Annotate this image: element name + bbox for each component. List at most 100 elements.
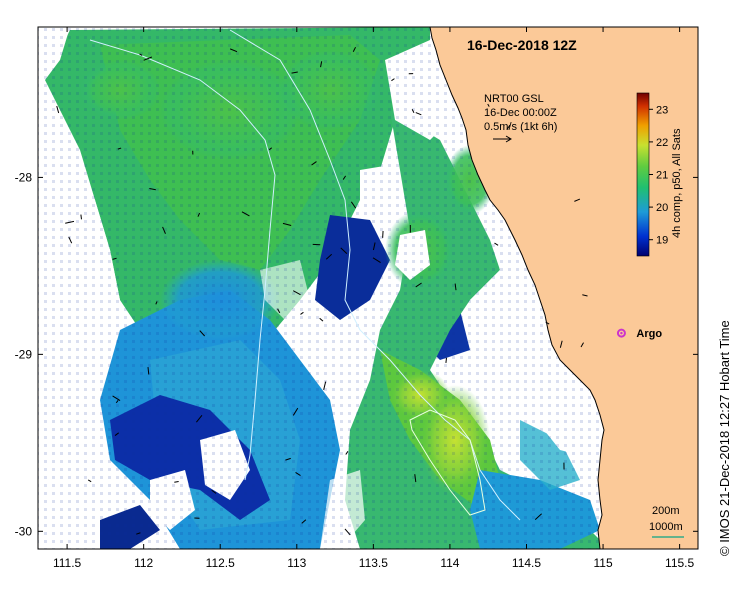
sst-field xyxy=(38,27,638,549)
current-vector xyxy=(229,48,238,53)
current-vector xyxy=(139,53,143,56)
colorbar-ticks: 23 22 21 20 19 xyxy=(649,104,668,247)
current-vector xyxy=(143,56,153,61)
current-vector xyxy=(80,214,82,220)
current-vector xyxy=(487,103,490,107)
argo-float-icon xyxy=(616,328,626,338)
current-vector xyxy=(197,212,201,217)
credit-text: © IMOS 21-Dec-2018 12:27 Hobart Time xyxy=(717,320,732,556)
current-vector xyxy=(415,112,422,116)
current-vector xyxy=(87,479,92,483)
current-vector xyxy=(454,283,457,291)
vector-scale-arrowhead xyxy=(505,135,512,143)
current-vector xyxy=(295,472,301,476)
colorbar-tick-label: 19 xyxy=(656,235,668,247)
current-vector xyxy=(292,407,299,416)
colorbar-label: 4h comp, p50, All Sats xyxy=(671,128,683,238)
current-vector xyxy=(574,198,581,202)
current-vector xyxy=(352,46,356,52)
current-vector xyxy=(323,381,327,391)
x-axis: 111.5 112 112.5 113 113.5 114 114.5 115 115.5 xyxy=(53,27,695,570)
current-vector xyxy=(345,451,349,455)
x-tick-label: 113.5 xyxy=(359,556,388,570)
current-vector xyxy=(174,480,179,483)
current-vectors xyxy=(56,46,588,536)
current-vector xyxy=(147,367,150,375)
current-vector xyxy=(155,301,158,305)
x-tick-label: 111.5 xyxy=(53,556,82,570)
current-vector xyxy=(117,147,122,150)
current-vector xyxy=(65,220,75,224)
argo-marker: Argo xyxy=(616,328,662,340)
current-vector xyxy=(268,147,273,151)
current-vector xyxy=(325,253,333,260)
current-vector xyxy=(391,78,395,82)
current-vector xyxy=(285,457,291,461)
current-vector xyxy=(311,161,317,166)
current-vector xyxy=(545,321,550,325)
current-vector xyxy=(112,257,117,260)
plot-frame xyxy=(37,26,699,550)
current-vector xyxy=(199,330,206,337)
colorbar: 23 22 21 20 19 4h comp, p50, All Sats xyxy=(636,92,683,257)
x-tick-label: 112 xyxy=(134,556,153,570)
x-tick-label: 115 xyxy=(593,556,612,570)
colorbar-gradient xyxy=(636,92,650,257)
current-vector xyxy=(196,415,203,423)
current-vector xyxy=(494,242,499,246)
current-vector xyxy=(411,109,415,114)
current-vector xyxy=(445,357,447,363)
current-vector xyxy=(320,61,323,68)
current-vector xyxy=(300,311,304,315)
argo-label: Argo xyxy=(636,328,662,340)
current-vector xyxy=(114,432,120,436)
current-vector xyxy=(415,282,422,288)
map-title: 16-Dec-2018 12Z xyxy=(467,37,577,53)
x-tick-label: 114.5 xyxy=(512,556,541,570)
bathymetry-contours xyxy=(89,29,521,521)
current-vector xyxy=(350,201,357,209)
current-vector xyxy=(342,175,347,180)
current-vector xyxy=(277,308,281,314)
current-vector xyxy=(559,340,563,348)
colorbar-tick-label: 22 xyxy=(656,137,668,149)
current-vector xyxy=(414,474,417,483)
current-vector xyxy=(68,236,73,244)
current-vector xyxy=(282,222,292,226)
current-vector xyxy=(534,513,542,520)
colorbar-tick-label: 23 xyxy=(656,104,668,116)
coastline-land xyxy=(429,27,698,549)
vector-time: 16-Dec 00:00Z xyxy=(484,107,557,119)
y-axis: -28 -29 -30 xyxy=(15,170,698,538)
vector-legend: NRT00 GSL 16-Dec 00:00Z 0.5m/s (1kt 6h) xyxy=(484,93,557,143)
current-vector xyxy=(372,257,381,263)
y-tick-label: -30 xyxy=(15,524,33,538)
current-vector xyxy=(291,71,298,74)
current-vector xyxy=(506,124,511,130)
x-tick-label: 113 xyxy=(287,556,306,570)
current-vector xyxy=(301,519,307,524)
current-vector xyxy=(319,317,324,322)
current-vector xyxy=(292,290,301,296)
vector-scale: 0.5m/s (1kt 6h) xyxy=(484,121,557,133)
colorbar-tick-label: 20 xyxy=(656,202,668,214)
contour-200-label: 200m xyxy=(652,505,680,517)
vector-source: NRT00 GSL xyxy=(484,93,544,105)
colorbar-tick-label: 21 xyxy=(656,170,668,182)
current-vector xyxy=(344,528,351,536)
current-vector xyxy=(136,532,141,535)
current-vector xyxy=(162,226,166,234)
current-vector xyxy=(580,342,584,348)
x-tick-label: 112.5 xyxy=(206,556,235,570)
current-vector xyxy=(372,242,376,251)
current-vector xyxy=(149,188,156,191)
contour-1000-label: 1000m xyxy=(649,521,683,533)
contour-legend: 200m 1000m xyxy=(649,505,684,538)
x-tick-label: 115.5 xyxy=(665,556,694,570)
current-vector xyxy=(211,489,217,494)
y-tick-label: -28 xyxy=(15,170,33,184)
current-vector xyxy=(56,105,60,114)
current-vector xyxy=(582,294,588,297)
current-vector xyxy=(340,247,348,255)
